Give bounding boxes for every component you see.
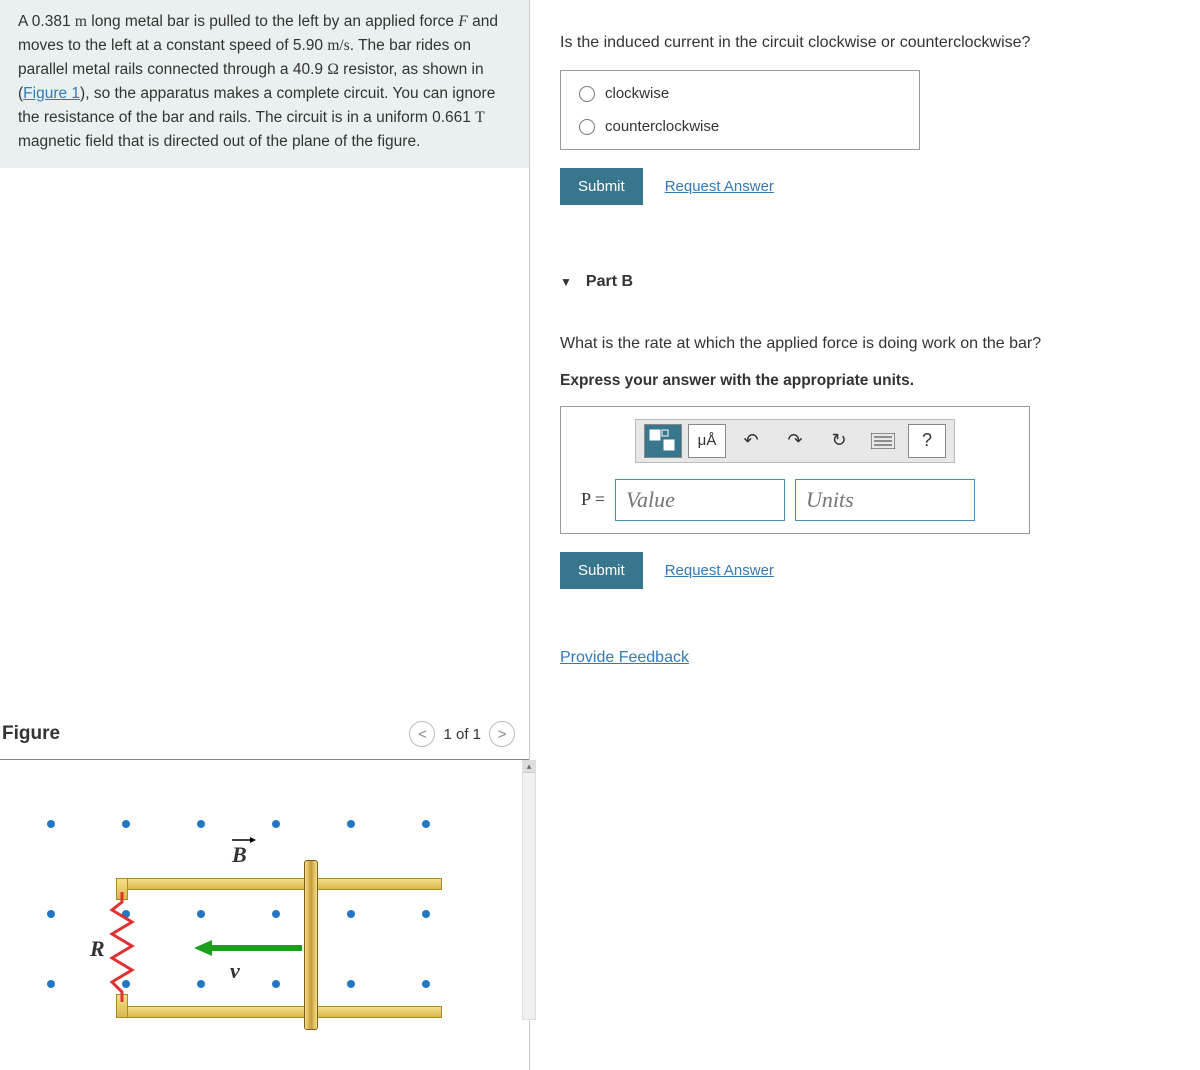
units-button[interactable]: μÅ (688, 424, 726, 458)
feedback-section: Provide Feedback (560, 589, 1180, 667)
keyboard-button[interactable] (864, 424, 902, 458)
resistor-icon (108, 892, 136, 1002)
bottom-rail (122, 1006, 442, 1018)
figure-title: Figure (2, 723, 60, 745)
part-b: What is the rate at which the applied fo… (560, 299, 1180, 588)
top-rail (122, 878, 442, 890)
figure-counter: 1 of 1 (443, 726, 481, 743)
answer-input-row: P = (573, 479, 1017, 521)
units-input[interactable] (795, 479, 975, 521)
template-button[interactable] (644, 424, 682, 458)
redo-button[interactable]: ↷ (776, 424, 814, 458)
option-label: counterclockwise (605, 118, 719, 135)
figure-nav: < 1 of 1 > (409, 721, 515, 747)
radio-counterclockwise[interactable] (579, 119, 595, 135)
sliding-bar (304, 860, 318, 1030)
keyboard-icon (871, 433, 895, 449)
figure-header: Figure < 1 of 1 > (0, 721, 529, 760)
answer-toolbar: μÅ ↶ ↷ ↻ ? (635, 419, 955, 463)
part-b-actions: Submit Request Answer (560, 552, 1180, 589)
equation-label: P = (581, 489, 605, 510)
part-a-actions: Submit Request Answer (560, 168, 1180, 205)
option-clockwise[interactable]: clockwise (579, 85, 901, 102)
option-counterclockwise[interactable]: counterclockwise (579, 118, 901, 135)
part-a-options: clockwise counterclockwise (560, 70, 920, 150)
scroll-up-icon[interactable]: ▴ (523, 761, 535, 773)
part-a-question: Is the induced current in the circuit cl… (560, 10, 1180, 70)
figure-prev-button[interactable]: < (409, 721, 435, 747)
answer-box: μÅ ↶ ↷ ↻ ? P = (560, 406, 1030, 534)
circuit-diagram: // placeholder – dots are placed below s… (12, 780, 452, 1050)
collapse-icon: ▼ (560, 275, 572, 289)
figure-section: Figure < 1 of 1 > ▴ // placeholder – dot… (0, 711, 529, 1070)
label-B: B (232, 842, 247, 868)
right-column: Is the induced current in the circuit cl… (530, 0, 1200, 1070)
provide-feedback-link[interactable]: Provide Feedback (560, 649, 689, 666)
request-answer-link[interactable]: Request Answer (665, 178, 774, 195)
request-answer-link[interactable]: Request Answer (665, 562, 774, 579)
figure-body: ▴ // placeholder – dots are placed below… (0, 760, 529, 1070)
reset-button[interactable]: ↻ (820, 424, 858, 458)
figure-scrollbar[interactable]: ▴ (522, 760, 536, 1020)
problem-text: A 0.381 m long metal bar is pulled to th… (18, 13, 498, 150)
submit-button[interactable]: Submit (560, 168, 643, 205)
problem-statement: A 0.381 m long metal bar is pulled to th… (0, 0, 529, 168)
part-b-header[interactable]: ▼ Part B (560, 255, 1180, 299)
value-input[interactable] (615, 479, 785, 521)
help-button[interactable]: ? (908, 424, 946, 458)
label-R: R (90, 936, 105, 962)
radio-clockwise[interactable] (579, 86, 595, 102)
part-b-question: What is the rate at which the applied fo… (560, 299, 1180, 371)
option-label: clockwise (605, 85, 669, 102)
velocity-arrow-icon (194, 938, 304, 958)
part-b-instruction: Express your answer with the appropriate… (560, 372, 1180, 406)
undo-button[interactable]: ↶ (732, 424, 770, 458)
figure-next-button[interactable]: > (489, 721, 515, 747)
left-column: A 0.381 m long metal bar is pulled to th… (0, 0, 530, 1070)
submit-button[interactable]: Submit (560, 552, 643, 589)
label-v: v (230, 958, 240, 984)
part-a: Is the induced current in the circuit cl… (560, 10, 1180, 205)
part-b-title: Part B (586, 273, 633, 291)
figure-link[interactable]: Figure 1 (23, 85, 80, 102)
